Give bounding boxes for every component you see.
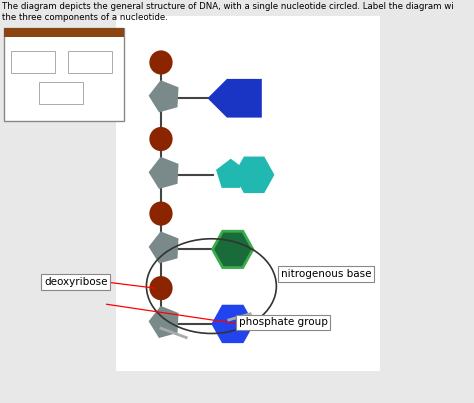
Polygon shape (148, 80, 179, 112)
Text: phosphate group: phosphate group (239, 318, 328, 327)
Bar (4, 28, 124, 37)
FancyBboxPatch shape (116, 16, 380, 371)
FancyBboxPatch shape (11, 50, 55, 73)
Circle shape (149, 127, 173, 151)
Polygon shape (148, 306, 179, 338)
Polygon shape (212, 306, 253, 342)
Text: nitrogenous base: nitrogenous base (281, 269, 371, 279)
Polygon shape (148, 231, 179, 264)
Polygon shape (216, 159, 246, 188)
Polygon shape (208, 79, 262, 118)
Circle shape (149, 276, 173, 300)
Text: deoxyribose: deoxyribose (44, 277, 108, 287)
Circle shape (149, 50, 173, 75)
Polygon shape (235, 158, 273, 192)
Polygon shape (212, 231, 253, 268)
Circle shape (149, 202, 173, 226)
FancyBboxPatch shape (39, 82, 83, 104)
FancyBboxPatch shape (68, 50, 112, 73)
Text: the three components of a nucleotide.: the three components of a nucleotide. (2, 13, 168, 22)
Polygon shape (148, 157, 179, 189)
Text: The diagram depicts the general structure of DNA, with a single nucleotide circl: The diagram depicts the general structur… (2, 2, 454, 11)
FancyBboxPatch shape (4, 28, 124, 121)
